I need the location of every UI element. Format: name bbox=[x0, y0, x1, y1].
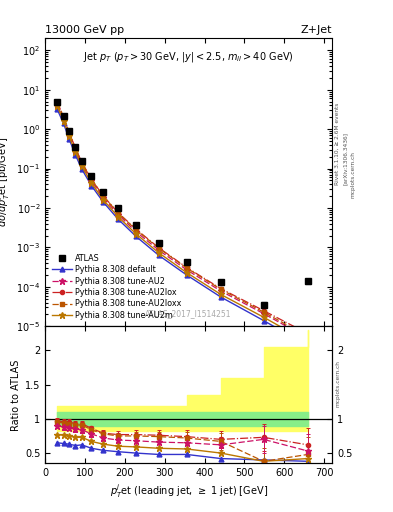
Text: Rivet 3.1.10, ≥ 2.6M events: Rivet 3.1.10, ≥ 2.6M events bbox=[335, 102, 340, 184]
Text: Jet $p_T$ ($p_T > 30$ GeV, $|y| < 2.5$, $m_{ll} > 40$ GeV): Jet $p_T$ ($p_T > 30$ GeV, $|y| < 2.5$, … bbox=[83, 50, 294, 64]
Text: Z+Jet: Z+Jet bbox=[301, 25, 332, 35]
X-axis label: $p_T^j$et (leading jet, $\geq$ 1 jet) [GeV]: $p_T^j$et (leading jet, $\geq$ 1 jet) [G… bbox=[110, 482, 268, 500]
Y-axis label: Ratio to ATLAS: Ratio to ATLAS bbox=[11, 359, 21, 431]
Text: mcplots.cern.ch: mcplots.cern.ch bbox=[350, 151, 355, 198]
Text: [arXiv:1306.3436]: [arXiv:1306.3436] bbox=[343, 132, 348, 185]
Text: 13000 GeV pp: 13000 GeV pp bbox=[45, 25, 124, 35]
Y-axis label: $d\sigma/dp_T^j$et [pb/GeV]: $d\sigma/dp_T^j$et [pb/GeV] bbox=[0, 137, 12, 227]
Text: ATLAS_2017_I1514251: ATLAS_2017_I1514251 bbox=[145, 309, 232, 317]
Text: mcplots.cern.ch: mcplots.cern.ch bbox=[335, 360, 340, 408]
Legend: ATLAS, Pythia 8.308 default, Pythia 8.308 tune-AU2, Pythia 8.308 tune-AU2lox, Py: ATLAS, Pythia 8.308 default, Pythia 8.30… bbox=[49, 251, 184, 322]
